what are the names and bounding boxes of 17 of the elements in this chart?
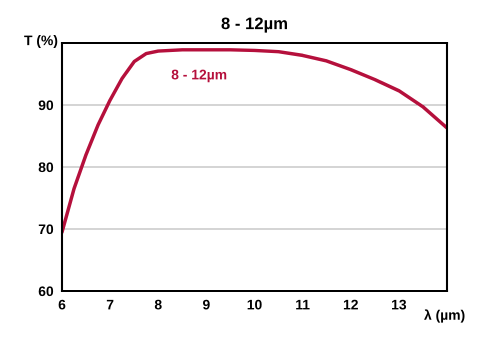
series-label: 8 - 12µm	[172, 70, 226, 82]
y-tick-label: 80	[38, 162, 54, 172]
x-tick-label: 13	[392, 300, 406, 310]
x-tick-label: 12	[344, 300, 358, 310]
x-tick-label: 9	[202, 300, 210, 310]
x-tick-label: 11	[296, 300, 310, 310]
y-axis-title: T (%)	[24, 35, 58, 48]
y-tick-label: 90	[38, 100, 54, 110]
chart-title: 8 - 12µm	[222, 17, 287, 33]
x-axis-title: λ (µm)	[424, 309, 464, 323]
x-tick-label: 7	[106, 300, 114, 310]
y-tick-label: 70	[38, 224, 54, 234]
x-tick-label: 10	[248, 300, 262, 310]
x-tick-label: 8	[154, 300, 162, 310]
x-tick-label: 6	[58, 300, 66, 310]
y-tick-label: 60	[38, 286, 54, 296]
line-series	[62, 48, 447, 234]
